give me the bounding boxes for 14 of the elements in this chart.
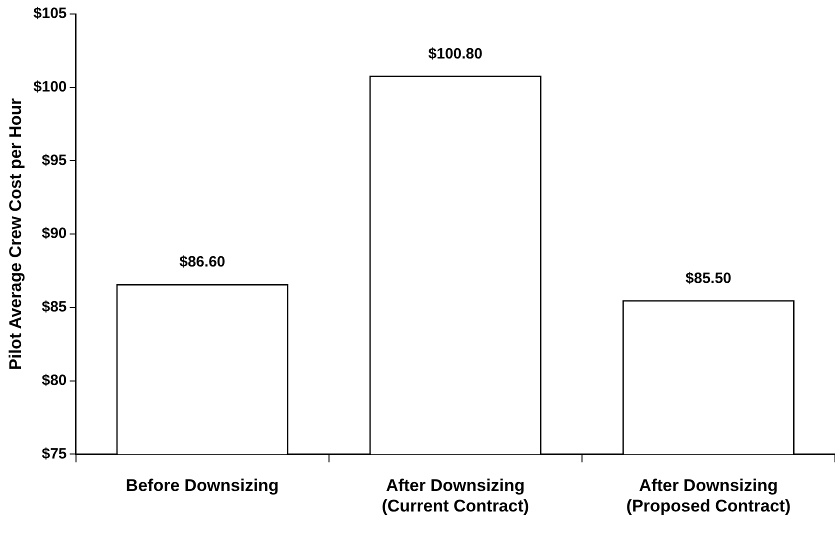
y-axis-title: Pilot Average Crew Cost per Hour — [6, 98, 25, 370]
data-label: $86.60 — [179, 254, 226, 271]
x-tick-label: After Downsizing (Proposed Contract) — [626, 476, 791, 516]
x-tick-label: Before Downsizing — [126, 476, 279, 496]
data-label: $100.80 — [428, 45, 482, 62]
y-tick-label: $85 — [42, 298, 67, 316]
y-tick-label: $105 — [33, 5, 67, 22]
data-label: $85.50 — [686, 270, 732, 287]
y-tick-label: $75 — [42, 445, 67, 462]
y-tick-label: $95 — [42, 152, 67, 169]
x-tick-label: After Downsizing (Current Contract) — [382, 476, 530, 516]
y-tick-label: $80 — [42, 372, 67, 389]
y-tick-label: $100 — [33, 78, 67, 96]
y-tick-label: $90 — [42, 225, 67, 242]
